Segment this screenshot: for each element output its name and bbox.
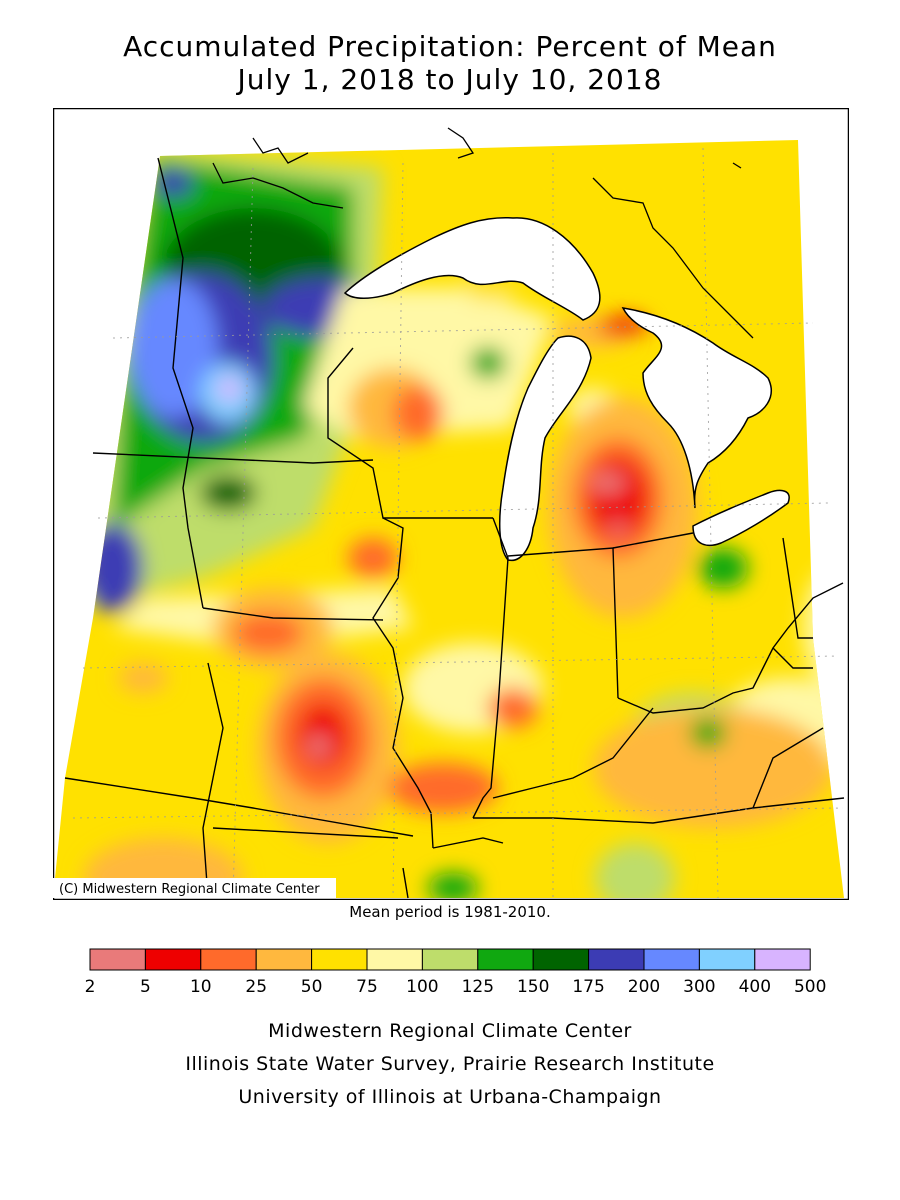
- legend-tick-label: 500: [794, 977, 826, 997]
- legend-swatch: [255, 948, 313, 971]
- legend-tick-label: 100: [406, 977, 438, 997]
- precipitation-map: (C) Midwestern Regional Climate Center: [53, 108, 849, 900]
- lake-superior: [343, 217, 601, 321]
- map-title: Accumulated Precipitation: Percent of Me…: [123, 30, 777, 63]
- legend-swatches: [89, 948, 811, 971]
- legend-tick-label: 200: [628, 977, 660, 997]
- legend-swatch: [754, 948, 811, 971]
- legend-swatch: [588, 948, 645, 971]
- canada-coastline: [212, 127, 754, 339]
- legend-swatch: [421, 948, 479, 971]
- legend-tick-label: 400: [739, 977, 771, 997]
- legend-swatch: [144, 948, 202, 971]
- legend-swatch: [89, 948, 146, 971]
- legend-tick-label: 75: [356, 977, 378, 997]
- legend-ticks: 2 5 10 25 50 75 100 125 150 175 200 300 400 500: [85, 977, 827, 997]
- precip-field: [53, 140, 844, 898]
- mean-period-note: Mean period is 1981-2010.: [349, 903, 551, 921]
- legend-tick-label: 25: [245, 977, 267, 997]
- legend-swatch: [643, 948, 700, 971]
- legend-tick-label: 300: [683, 977, 715, 997]
- copyright-box: [53, 878, 336, 898]
- great-lakes: [343, 217, 790, 562]
- legend-tick-label: 2: [85, 977, 96, 997]
- legend-swatch: [698, 948, 756, 971]
- lake-huron: [621, 307, 772, 509]
- legend-swatch: [366, 948, 423, 971]
- legend-tick-label: 175: [572, 977, 604, 997]
- legend-swatch: [200, 948, 257, 971]
- color-legend: 2 5 10 25 50 75 100 125 150 175 200 300 400 500: [85, 948, 827, 997]
- lake-erie: [692, 489, 790, 547]
- legend-swatch: [311, 948, 368, 971]
- legend-tick-label: 50: [301, 977, 323, 997]
- footer-line-1: Midwestern Regional Climate Center: [268, 1020, 632, 1042]
- legend-swatch: [532, 948, 590, 971]
- footer-line-3: University of Illinois at Urbana-Champai…: [238, 1086, 662, 1108]
- copyright-text: (C) Midwestern Regional Climate Center: [59, 882, 320, 897]
- grid-lines: [72, 147, 844, 899]
- legend-tick-label: 5: [140, 977, 151, 997]
- legend-tick-label: 150: [517, 977, 549, 997]
- map-date-range: July 1, 2018 to July 10, 2018: [237, 63, 663, 96]
- legend-tick-label: 125: [462, 977, 494, 997]
- legend-tick-label: 10: [190, 977, 212, 997]
- lake-michigan: [498, 335, 592, 562]
- footer-line-2: Illinois State Water Survey, Prairie Res…: [185, 1053, 715, 1075]
- state-boundaries: [64, 157, 845, 899]
- legend-swatch: [477, 948, 534, 971]
